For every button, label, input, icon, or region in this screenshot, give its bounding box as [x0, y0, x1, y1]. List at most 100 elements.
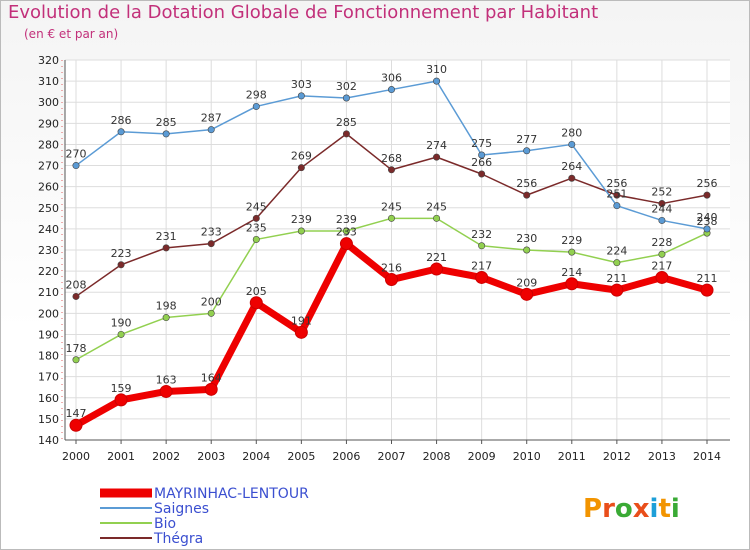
data-label: 214 — [561, 266, 582, 279]
y-tick-label: 270 — [38, 160, 59, 173]
data-point — [114, 393, 128, 407]
data-point — [658, 200, 666, 208]
data-label: 310 — [426, 63, 447, 76]
data-label: 164 — [201, 371, 222, 384]
data-point — [478, 151, 486, 159]
data-label: 233 — [201, 226, 222, 239]
data-point — [69, 418, 83, 432]
data-point — [387, 86, 395, 94]
data-point — [568, 174, 576, 182]
data-point — [342, 94, 350, 102]
data-point — [72, 162, 80, 170]
data-label: 230 — [516, 232, 537, 245]
data-point — [117, 261, 125, 269]
data-point — [252, 102, 260, 110]
y-tick-label: 250 — [38, 202, 59, 215]
data-label: 275 — [471, 137, 492, 150]
x-tick-label: 2008 — [423, 450, 451, 463]
data-label: 233 — [336, 226, 357, 239]
y-tick-label: 260 — [38, 181, 59, 194]
data-label: 163 — [156, 373, 177, 386]
x-tick-label: 2000 — [62, 450, 90, 463]
data-label: 277 — [516, 133, 537, 146]
logo-letter: r — [602, 494, 615, 524]
data-label: 245 — [381, 200, 402, 213]
data-label: 217 — [471, 259, 492, 272]
data-point — [342, 130, 350, 138]
x-tick-label: 2001 — [107, 450, 135, 463]
x-tick-label: 2002 — [152, 450, 180, 463]
y-tick-label: 140 — [38, 434, 59, 447]
data-label: 245 — [426, 200, 447, 213]
data-point — [478, 170, 486, 178]
data-label: 238 — [697, 215, 718, 228]
data-label: 208 — [66, 278, 87, 291]
y-tick-label: 170 — [38, 371, 59, 384]
data-point — [700, 283, 714, 297]
y-tick-label: 220 — [38, 265, 59, 278]
data-label: 256 — [606, 177, 627, 190]
axes: 140 150 160 170 180 190 200 210 220 230 240 250 260 2… — [38, 54, 730, 463]
data-label: 280 — [561, 126, 582, 139]
logo-letter: o — [615, 494, 633, 524]
data-point — [475, 270, 489, 284]
logo-letter: i — [650, 494, 659, 524]
y-tick-label: 240 — [38, 223, 59, 236]
data-label: 266 — [471, 156, 492, 169]
data-label: 269 — [291, 150, 312, 163]
data-point — [613, 191, 621, 199]
legend-label: Thégra — [153, 531, 203, 547]
data-label: 270 — [66, 148, 87, 161]
data-label: 256 — [516, 177, 537, 190]
data-point — [658, 250, 666, 258]
data-point — [703, 191, 711, 199]
logo-letter: x — [633, 494, 650, 524]
y-tick-label: 190 — [38, 328, 59, 341]
data-point — [433, 153, 441, 161]
legend-label: Bio — [154, 516, 176, 532]
data-label: 198 — [156, 300, 177, 313]
y-tick-label: 180 — [38, 350, 59, 363]
data-label: 251 — [606, 188, 627, 201]
data-point — [162, 130, 170, 138]
data-point — [159, 384, 173, 398]
data-label: 298 — [246, 88, 267, 101]
data-label: 264 — [561, 160, 582, 173]
data-point — [162, 244, 170, 252]
data-label: 217 — [651, 259, 672, 272]
chart-subtitle: (en € et par an) — [24, 27, 119, 41]
y-tick-label: 310 — [38, 75, 59, 88]
legend-label: Saignes — [154, 501, 209, 517]
legend-item: Bio — [100, 516, 176, 532]
data-label: 209 — [516, 276, 537, 289]
logo-letter: i — [671, 494, 680, 524]
data-point — [294, 325, 308, 339]
data-point — [433, 77, 441, 85]
y-tick-label: 320 — [38, 54, 59, 67]
y-tick-label: 200 — [38, 307, 59, 320]
data-point — [72, 292, 80, 300]
data-point — [655, 270, 669, 284]
data-label: 191 — [291, 314, 312, 327]
data-label: 285 — [336, 116, 357, 129]
data-label: 221 — [426, 251, 447, 264]
data-point — [207, 240, 215, 248]
data-label: 285 — [156, 116, 177, 129]
data-label: 228 — [651, 236, 672, 249]
legend-item: MAYRINHAC-LENTOUR — [100, 486, 309, 502]
data-point — [568, 248, 576, 256]
data-point — [252, 235, 260, 243]
x-tick-label: 2012 — [603, 450, 631, 463]
data-label: 306 — [381, 72, 402, 85]
legend-label: MAYRINHAC-LENTOUR — [154, 486, 309, 502]
data-point — [387, 214, 395, 222]
data-point — [297, 92, 305, 100]
series-mayrinhac-lentour — [69, 237, 714, 432]
data-label: 287 — [201, 112, 222, 125]
data-label: 232 — [471, 228, 492, 241]
chart-title: Evolution de la Dotation Globale de Fonc… — [8, 2, 599, 23]
data-label: 286 — [111, 114, 132, 127]
data-point — [385, 273, 398, 287]
data-point — [703, 225, 711, 233]
